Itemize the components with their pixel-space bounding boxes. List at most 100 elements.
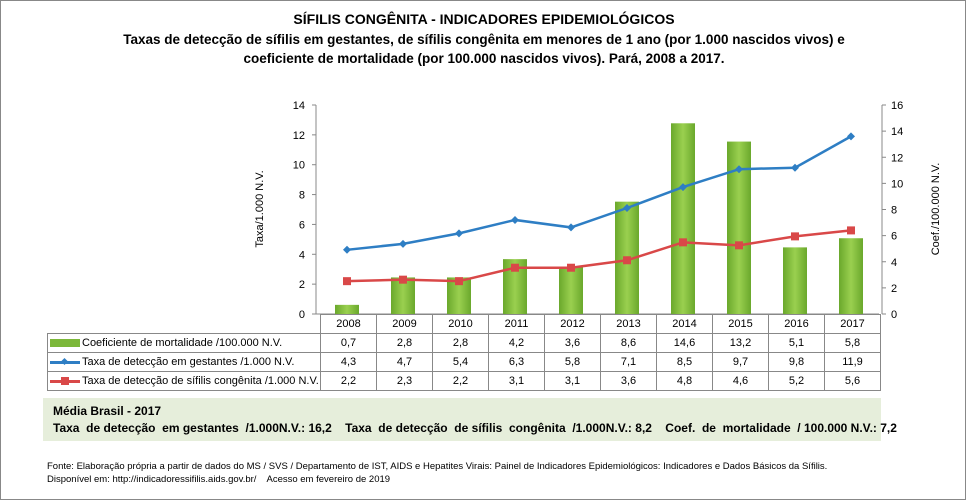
value-cell: 5,6	[824, 371, 881, 391]
year-header: 2017	[824, 314, 881, 334]
year-header: 2010	[432, 314, 489, 334]
value-cell: 4,2	[488, 333, 545, 353]
point-congenita-2013	[623, 256, 631, 265]
right-tick-label: 6	[891, 231, 897, 243]
series-label: Taxa de detecção de sífilis congênita /1…	[47, 371, 321, 391]
left-tick-label: 4	[299, 249, 305, 261]
point-congenita-2008	[343, 277, 351, 286]
brasil-values: Taxa de detecção em gestantes /1.000N.V.…	[53, 421, 897, 435]
chart-title: SÍFILIS CONGÊNITA - INDICADORES EPIDEMIO…	[293, 11, 675, 27]
point-congenita-2014	[679, 238, 687, 247]
value-cell: 2,8	[432, 333, 489, 353]
value-cell: 4,7	[376, 352, 433, 372]
point-gestantes-2010	[455, 229, 463, 238]
value-cell: 5,1	[768, 333, 825, 353]
plot-area: 0 2 4 6 8 10 12 14 0 2 4 6 8 10 12 14 16 Taxa/1.000 N.V. C…	[254, 100, 942, 321]
bar-mortalidade-2012	[559, 266, 583, 314]
line-square-legend-icon	[50, 377, 80, 386]
value-cell: 2,2	[432, 371, 489, 391]
data-table: 2008 2009 2010 2011 2012 2013 2014 2015 2016 2017…	[47, 314, 881, 391]
series-name: Taxa de detecção de sífilis congênita /1…	[82, 375, 319, 387]
value-cell: 8,5	[656, 352, 713, 372]
bar-legend-swatch	[50, 339, 80, 348]
right-axis-title: Coef./100.000 N.V.	[930, 163, 942, 256]
value-cell: 5,2	[768, 371, 825, 391]
year-header: 2015	[712, 314, 769, 334]
value-cell: 13,2	[712, 333, 769, 353]
table-row: Taxa de detecção em gestantes /1.000 N.V…	[47, 352, 881, 372]
left-tick-label: 0	[299, 309, 305, 321]
point-gestantes-2011	[511, 215, 519, 224]
point-congenita-2009	[399, 275, 407, 284]
brasil-heading: Média Brasil - 2017	[53, 404, 162, 418]
value-cell: 4,6	[712, 371, 769, 391]
point-congenita-2010	[455, 277, 463, 286]
year-header: 2009	[376, 314, 433, 334]
year-header: 2011	[488, 314, 545, 334]
point-gestantes-2013	[623, 204, 631, 213]
right-tick-label: 14	[891, 126, 903, 138]
year-header: 2013	[600, 314, 657, 334]
source-footer: Fonte: Elaboração própria a partir de da…	[47, 460, 827, 486]
value-cell: 0,7	[320, 333, 377, 353]
table-row: Taxa de detecção de sífilis congênita /1…	[47, 371, 881, 391]
point-gestantes-2012	[567, 223, 575, 232]
value-cell: 4,3	[320, 352, 377, 372]
year-header: 2008	[320, 314, 377, 334]
point-congenita-2016	[791, 232, 799, 241]
point-gestantes-2017	[847, 132, 855, 141]
year-header: 2012	[544, 314, 601, 334]
left-axis-title: Taxa/1.000 N.V.	[254, 170, 266, 247]
value-cell: 3,6	[544, 333, 601, 353]
line-congenita	[346, 229, 852, 283]
series-label: Coeficiente de mortalidade /100.000 N.V.	[47, 333, 321, 353]
value-cell: 2,3	[376, 371, 433, 391]
point-congenita-2015	[735, 241, 743, 250]
right-tick-label: 16	[891, 100, 903, 112]
value-cell: 5,4	[432, 352, 489, 372]
point-gestantes-2008	[343, 245, 351, 254]
value-cell: 5,8	[544, 352, 601, 372]
bar-mortalidade-2008	[335, 304, 359, 314]
footer-availability: Disponível em: http://indicadoressifilis…	[47, 474, 391, 485]
table-header-row: 2008 2009 2010 2011 2012 2013 2014 2015 2016 2017	[48, 314, 881, 334]
right-tick-label: 2	[891, 283, 897, 295]
year-header: 2014	[656, 314, 713, 334]
point-congenita-2017	[847, 226, 855, 235]
line-diamond-legend-icon	[50, 358, 80, 366]
point-gestantes-2015	[735, 165, 743, 174]
point-gestantes-2016	[791, 163, 799, 172]
chart-subtitle-2: coeficiente de mortalidade (por 100.000 …	[243, 51, 725, 66]
value-cell: 5,8	[824, 333, 881, 353]
left-tick-label: 12	[293, 130, 305, 142]
left-tick-label: 2	[299, 279, 305, 291]
left-tick-label: 10	[293, 160, 305, 172]
series-name: Coeficiente de mortalidade /100.000 N.V.	[82, 337, 283, 349]
value-cell: 7,1	[600, 352, 657, 372]
left-tick-label: 8	[299, 190, 305, 202]
point-gestantes-2009	[399, 239, 407, 248]
value-cell: 9,8	[768, 352, 825, 372]
value-cell: 9,7	[712, 352, 769, 372]
blank-cell	[48, 315, 321, 334]
point-congenita-2011	[511, 263, 519, 272]
footer-source: Fonte: Elaboração própria a partir de da…	[47, 461, 828, 472]
value-cell: 3,6	[600, 371, 657, 391]
value-cell: 3,1	[488, 371, 545, 391]
value-cell: 6,3	[488, 352, 545, 372]
value-cell: 2,8	[376, 333, 433, 353]
left-tick-label: 14	[293, 100, 305, 112]
right-tick-label: 8	[891, 205, 897, 217]
table-row: Coeficiente de mortalidade /100.000 N.V.…	[47, 333, 881, 353]
brasil-average-box: Média Brasil - 2017 Taxa de detecção em …	[43, 398, 897, 441]
right-tick-label: 4	[891, 257, 897, 269]
value-cell: 2,2	[320, 371, 377, 391]
line-gestantes	[346, 135, 852, 252]
point-congenita-2012	[567, 263, 575, 272]
series-label: Taxa de detecção em gestantes /1.000 N.V…	[47, 352, 321, 372]
value-cell: 4,8	[656, 371, 713, 391]
point-gestantes-2014	[679, 183, 687, 192]
series-name: Taxa de detecção em gestantes /1.000 N.V…	[82, 356, 295, 368]
value-cell: 11,9	[824, 352, 881, 372]
